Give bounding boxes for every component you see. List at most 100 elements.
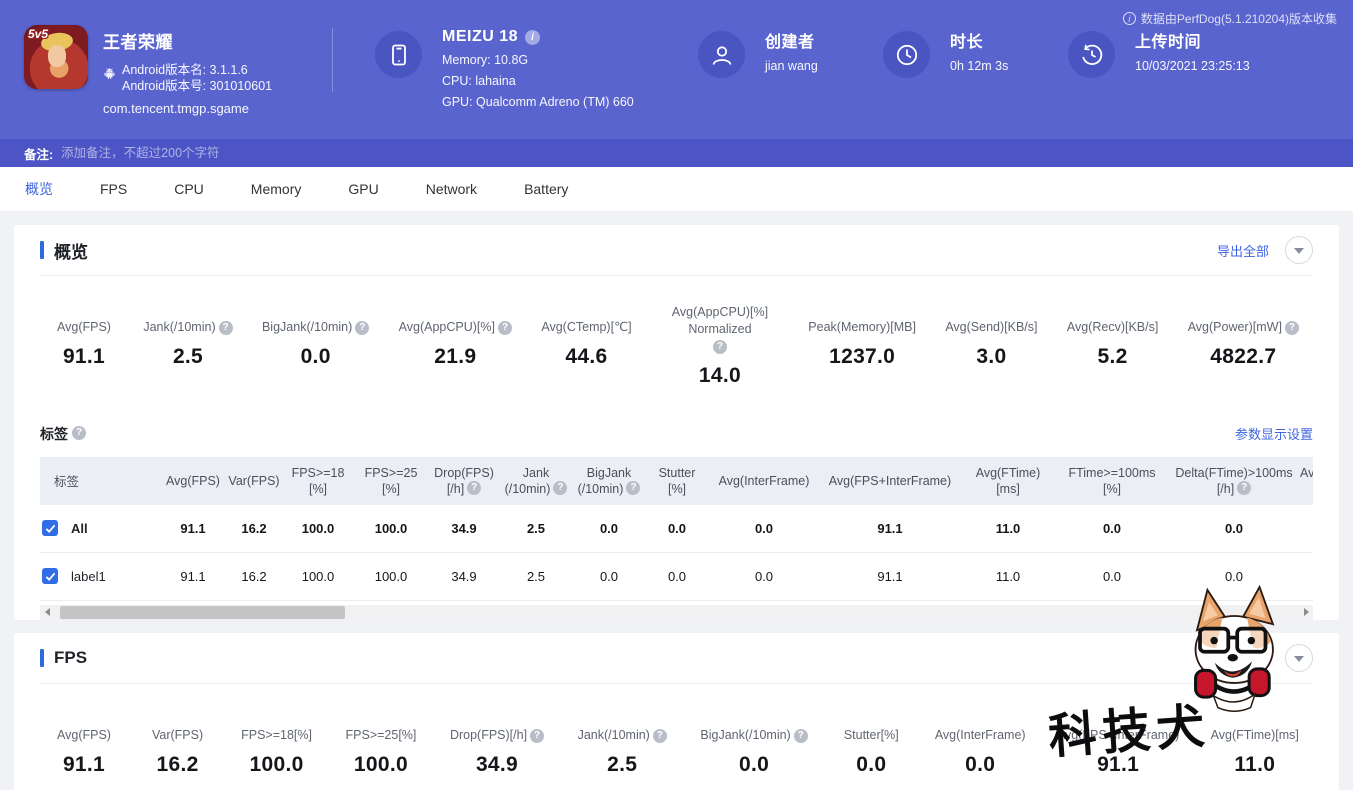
android-icon [104, 68, 115, 79]
labels-section-title: 标签 ? [40, 424, 86, 444]
scroll-right-button[interactable] [1299, 604, 1313, 620]
help-icon[interactable]: ? [1284, 321, 1299, 335]
metric-label: Avg(FPS) [57, 727, 111, 742]
column-header: Var(FPS) [228, 473, 280, 488]
tab-item[interactable]: GPU [348, 181, 379, 197]
parameter-display-settings-link[interactable]: 参数显示设置 [1234, 427, 1313, 443]
table-cell: 0.0 [754, 568, 774, 584]
table-row-label-all: All [40, 505, 160, 553]
help-icon[interactable]: ? [467, 480, 482, 495]
metric-value: 14.0 [698, 363, 741, 387]
metric: Avg(CTemp)[℃] 44.6 [541, 304, 631, 388]
scroll-left-button[interactable] [40, 604, 54, 620]
labels-table-header: Avg(FPS) Var(FPS) FPS>=18 [%] [160, 456, 1313, 505]
help-icon[interactable]: ? [530, 728, 545, 743]
help-icon[interactable]: ? [1237, 480, 1252, 495]
help-icon[interactable]: ? [218, 321, 233, 335]
upload-time-label: 上传时间 [1135, 34, 1202, 51]
arrow-right-icon [1303, 608, 1309, 617]
collapse-fps-button[interactable] [1285, 643, 1313, 672]
divider [40, 682, 1313, 684]
metric: Avg(FPS+InterFrame) 91.1 [1057, 712, 1179, 777]
tab-item[interactable]: Memory [250, 181, 302, 197]
label-column-header: 标签 [40, 456, 160, 505]
metric: FPS>=25[%] 100.0 [346, 712, 417, 777]
metric-value: 11.0 [1234, 752, 1276, 776]
android-version-name: Android版本名: 3.1.1.6 [122, 63, 248, 77]
metric-value: 91.1 [1097, 752, 1140, 776]
metric-label: BigJank(/10min) [261, 320, 353, 335]
history-clock-icon [1068, 31, 1115, 78]
metric-value: 5.2 [1097, 345, 1128, 368]
metric-label: Jank(/10min) [577, 727, 650, 742]
arrow-left-icon [44, 608, 50, 617]
overview-title: 概览 [54, 242, 88, 262]
perfdog-version-note: i 数据由PerfDog(5.1.210204)版本收集 [1122, 10, 1337, 27]
metric-label: Avg(Power)[mW] [1187, 320, 1282, 335]
note-label: 备注: [24, 147, 54, 162]
app-info-block: 5v5 王者荣耀 Android版本名: 3.1.1.6 Android版本号:… [24, 25, 332, 139]
metric-label: Avg(FPS) [57, 320, 111, 335]
help-icon[interactable]: ? [652, 728, 667, 743]
section-accent-bar [40, 241, 44, 259]
table-cell: 91.1 [180, 520, 206, 536]
metric: Avg(FTime)[ms] 11.0 [1211, 712, 1299, 777]
creator-block: 创建者 jian wang [698, 25, 848, 139]
device-info-icon[interactable]: i [525, 29, 541, 45]
device-cpu: CPU: lahaina [442, 74, 516, 88]
table-cell: 0.0 [1102, 568, 1122, 584]
metric-label: BigJank(/10min) [700, 727, 791, 742]
scrollbar-thumb[interactable] [60, 605, 345, 619]
fps-title: FPS [54, 647, 88, 667]
metric-label: Avg(CTemp)[℃] [541, 320, 632, 335]
column-header: Avg(AppCPU) [%] [1300, 465, 1313, 480]
note-input[interactable] [61, 146, 542, 160]
device-memory: Memory: 10.8G [442, 53, 529, 67]
table-cell: 100.0 [301, 568, 335, 584]
metric: Avg(AppCPU)[%] Normalized ? 14.0 [661, 304, 779, 388]
collapse-overview-button[interactable] [1285, 236, 1313, 264]
metric: Stutter[%] 0.0 [841, 712, 901, 777]
table-cell: 0.0 [1102, 520, 1122, 536]
table-cell: 16.2 [241, 520, 267, 536]
help-icon[interactable]: ? [793, 728, 808, 743]
table-cell: 91.1 [877, 520, 903, 536]
help-icon[interactable]: ? [712, 339, 727, 354]
metric-label: Avg(AppCPU)[%] [398, 320, 495, 335]
help-icon[interactable]: ? [72, 425, 86, 440]
column-header: FPS>=18 [%] [291, 465, 345, 496]
chevron-down-icon [1294, 655, 1304, 662]
android-version-code: Android版本号: 301010601 [122, 79, 273, 93]
checkbox-all[interactable] [42, 520, 58, 537]
package-name: com.tencent.tmgp.sgame [103, 101, 249, 116]
metric: FPS>=18[%] 100.0 [241, 712, 312, 777]
column-header: Avg(FTime) [ms] [975, 465, 1041, 496]
tab-item[interactable]: Battery [524, 181, 569, 197]
help-icon[interactable]: ? [626, 480, 641, 495]
table-cell: 2.5 [526, 568, 546, 584]
column-header: Drop(FPS) [/h] ? [434, 465, 494, 496]
metric-value: 0.0 [856, 752, 887, 776]
report-header-banner: 5v5 王者荣耀 Android版本名: 3.1.1.6 Android版本号:… [0, 0, 1353, 139]
person-icon [698, 31, 745, 78]
column-header: FPS>=25 [%] [364, 465, 418, 496]
table-cell: 34.9 [451, 568, 477, 584]
help-icon[interactable]: ? [553, 480, 568, 495]
help-icon[interactable]: ? [498, 321, 512, 335]
tab-item[interactable]: CPU [174, 181, 204, 197]
export-all-link[interactable]: 导出全部 [1216, 243, 1269, 259]
checkbox-label1[interactable] [42, 568, 58, 585]
scrollbar-track[interactable] [54, 604, 1299, 620]
metric-label: FPS>=18[%] [241, 727, 312, 742]
metric: Peak(Memory)[MB] 1237.0 [808, 304, 916, 388]
metric: Avg(AppCPU)[%] ? 21.9 [399, 304, 512, 388]
tab-item[interactable]: 概览 [25, 181, 53, 197]
help-icon[interactable]: ? [355, 321, 370, 335]
tab-item[interactable]: FPS [100, 181, 128, 197]
table-cell: 0.0 [1224, 568, 1244, 584]
column-header: FTime>=100ms [%] [1068, 465, 1156, 496]
table-cell: 0.0 [754, 520, 774, 536]
tab-item[interactable]: Network [425, 181, 478, 197]
metric-label: Avg(Send)[KB/s] [945, 320, 1038, 335]
table-cell: 100.0 [301, 520, 335, 536]
